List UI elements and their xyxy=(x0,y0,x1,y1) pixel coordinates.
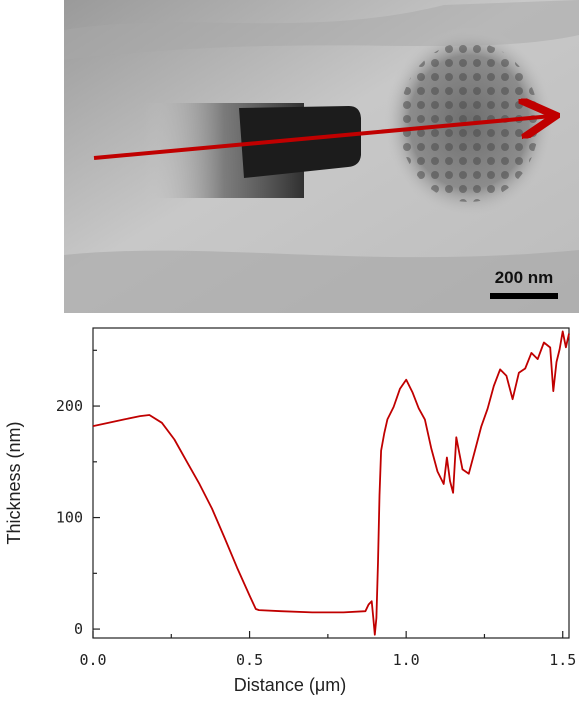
x-tick-label: 0.0 xyxy=(79,651,106,669)
thickness-chart: 0.0 0.5 1.0 1.5 0 100 200 Distance (μm) Thickn… xyxy=(4,327,576,695)
thickness-series-line xyxy=(92,330,570,636)
axis-ticks xyxy=(92,349,564,638)
tick-labels: 0.0 0.5 1.0 1.5 0 100 200 xyxy=(56,397,576,669)
x-axis-title: Distance (μm) xyxy=(234,675,346,695)
plot-frame xyxy=(92,327,570,639)
y-tick-label: 0 xyxy=(74,620,83,638)
x-tick-label: 1.0 xyxy=(393,651,420,669)
x-tick-label: 1.5 xyxy=(549,651,576,669)
scale-bar-label: 200 nm xyxy=(495,268,554,287)
lower-membrane-band xyxy=(64,250,579,313)
scale-bar xyxy=(490,293,558,299)
x-tick-label: 0.5 xyxy=(236,651,263,669)
dense-particle xyxy=(239,106,361,178)
y-tick-label: 200 xyxy=(56,397,83,415)
thickness-plot: 0.0 0.5 1.0 1.5 0 100 200 Distance (μm) Thickn… xyxy=(0,313,579,696)
tem-micrograph: 200 nm xyxy=(64,0,579,313)
profile-arrow xyxy=(93,116,552,160)
micrograph-image: 200 nm xyxy=(64,0,579,313)
y-tick-label: 100 xyxy=(56,509,83,527)
y-axis-title: Thickness (nm) xyxy=(4,421,24,544)
